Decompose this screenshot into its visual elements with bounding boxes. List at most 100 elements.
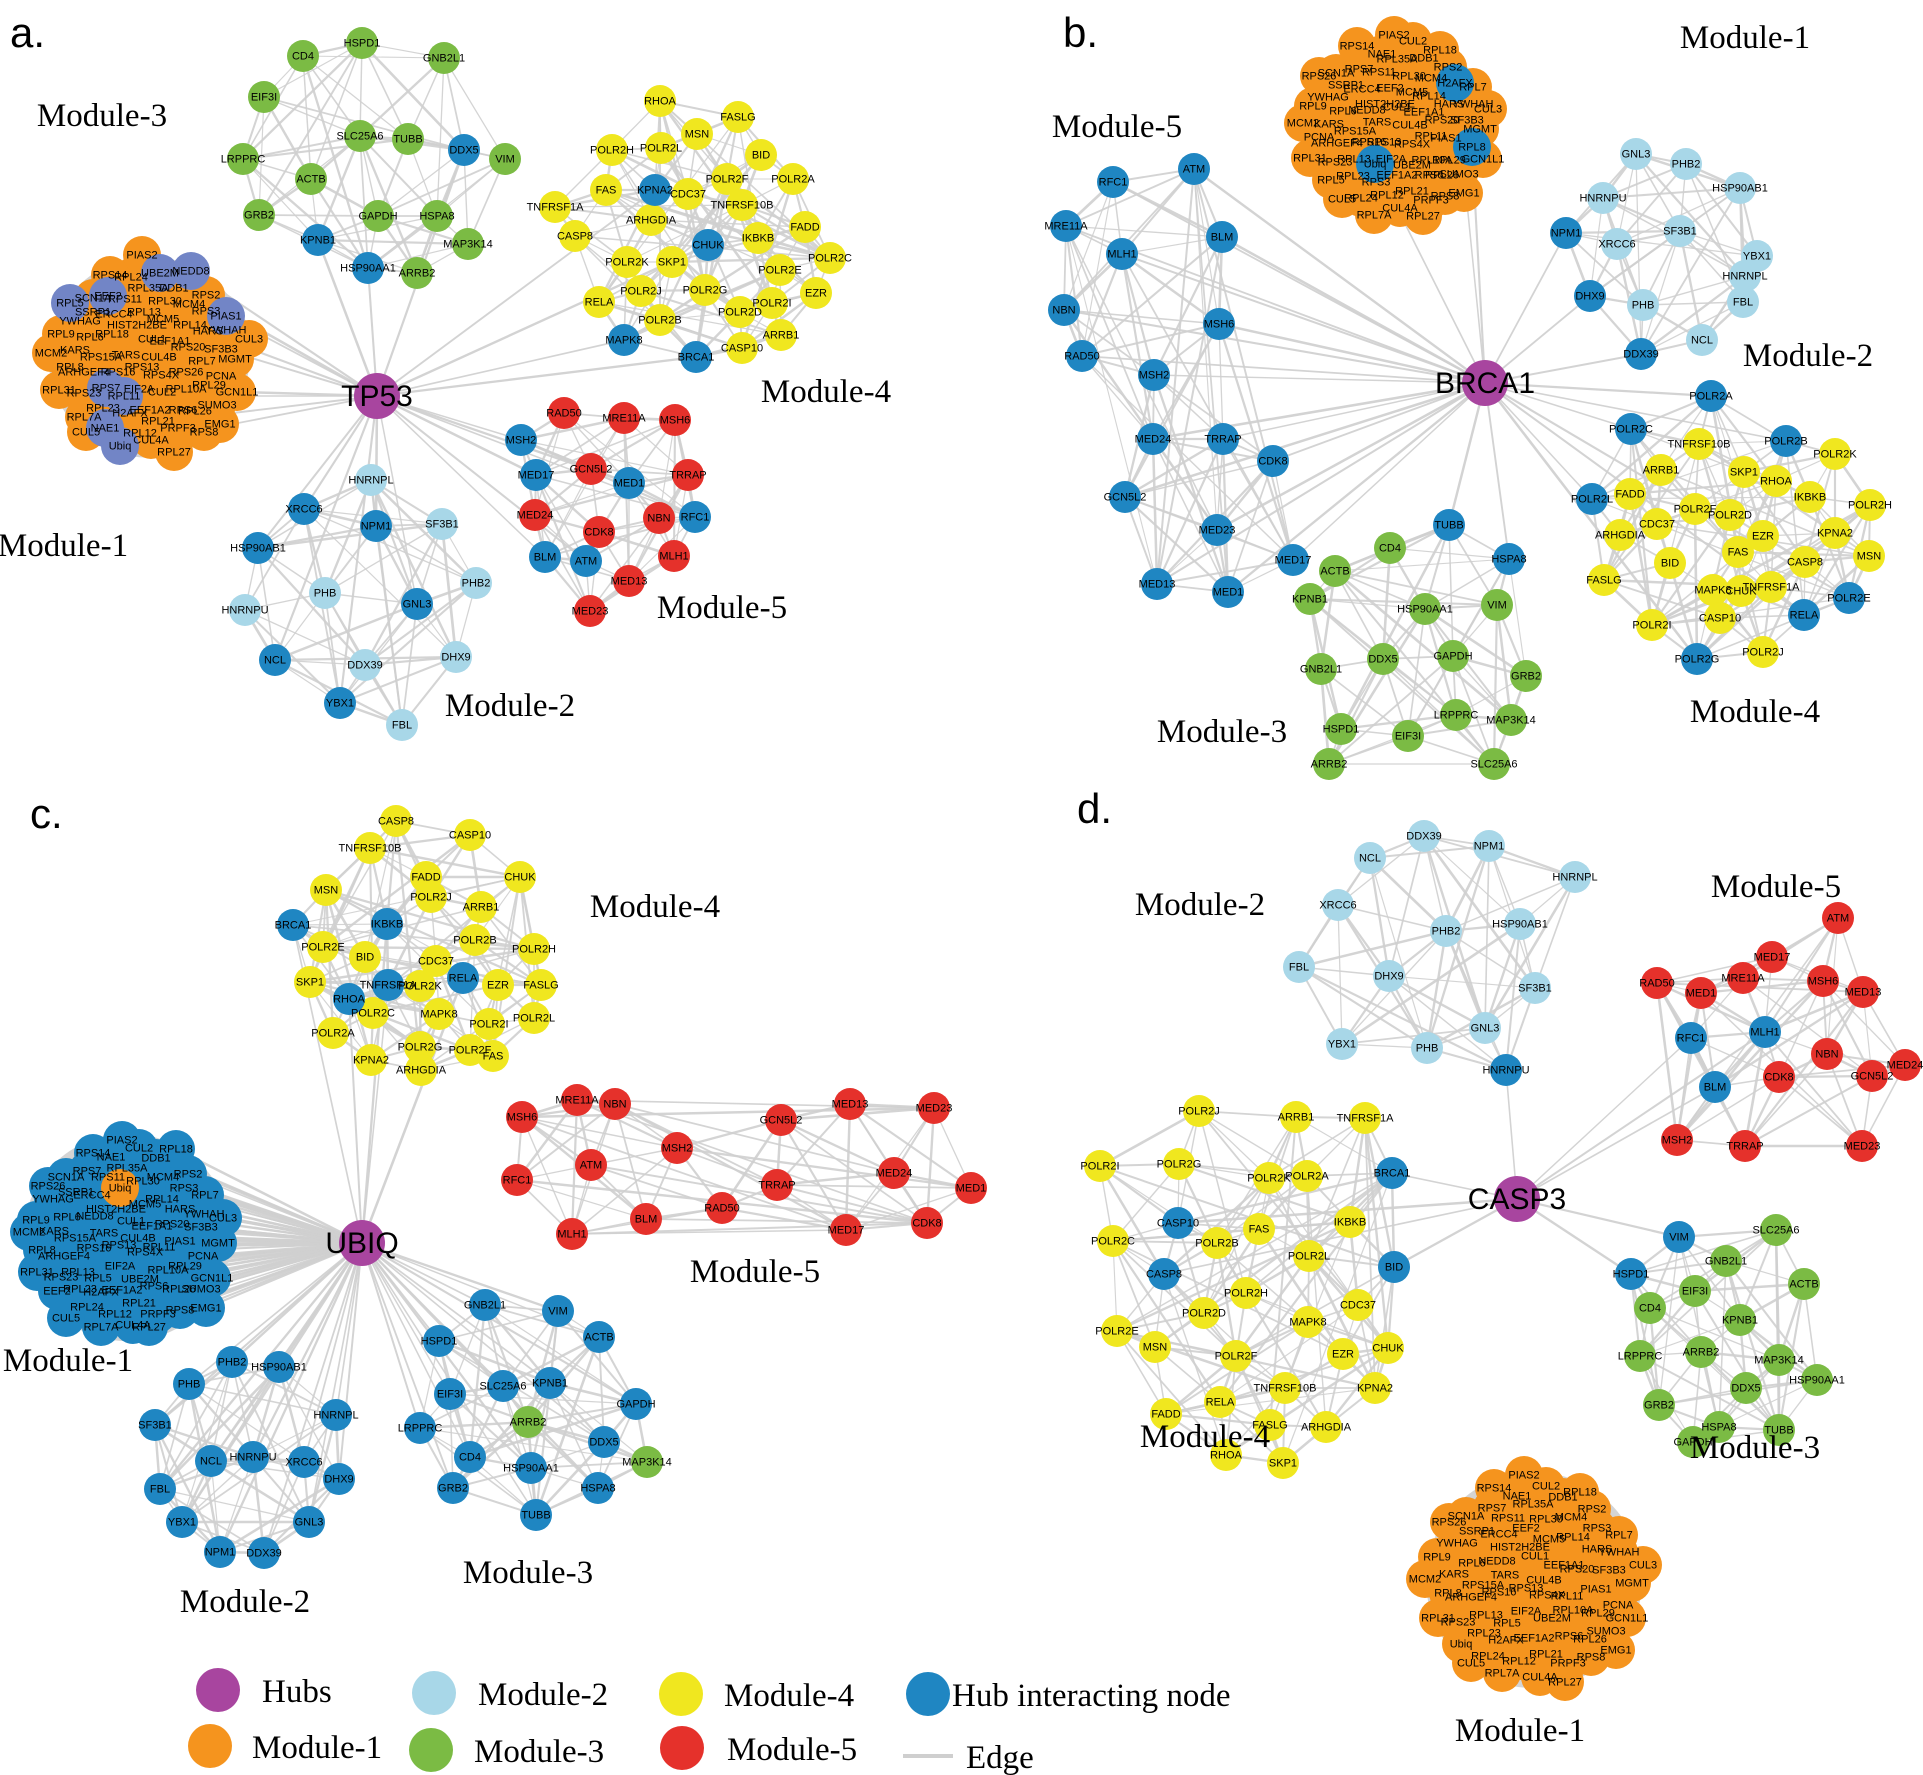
node-label-HNRNPU: HNRNPU <box>221 605 268 617</box>
node-label-POLR2E: POLR2E <box>758 265 801 277</box>
node-label-MED23: MED23 <box>916 1103 953 1115</box>
node-label-RPS6: RPS6 <box>169 405 198 417</box>
node-label-PHB: PHB <box>1416 1043 1439 1055</box>
node-label-YWHAH: YWHAH <box>1599 1547 1640 1559</box>
node-label-FAS: FAS <box>596 185 617 197</box>
node-label-RPL26: RPL26 <box>1573 1634 1607 1646</box>
node-label-YWHAG: YWHAG <box>59 316 101 328</box>
node-label-RPL12: RPL12 <box>1370 190 1404 202</box>
node-MED17 <box>520 459 552 491</box>
node-label-HIST2H2BE: HIST2H2BE <box>86 1204 146 1216</box>
node-label-RPL13: RPL13 <box>127 307 161 319</box>
node-HNRNPL <box>320 1399 352 1431</box>
node-label-MGMT: MGMT <box>1615 1578 1649 1590</box>
node-CUL5 <box>1452 1644 1490 1682</box>
legend-label-module-1: Module-1 <box>252 1730 382 1766</box>
node-LRPPRC <box>1624 1340 1656 1372</box>
node-label-RPL11: RPL11 <box>108 391 141 403</box>
node-label-YWHAG: YWHAG <box>32 1194 74 1206</box>
node-label-RPL9: RPL9 <box>22 1215 50 1227</box>
node-label-MRE11A: MRE11A <box>555 1095 599 1107</box>
node-YBX1 <box>166 1506 198 1538</box>
node-NPM1 <box>1550 217 1582 249</box>
node-FASLG <box>525 969 557 1001</box>
node-label-POLR2K: POLR2K <box>1813 449 1857 461</box>
cluster-CASP3-Module-5: ATM MED17 RAD50 MED1 MRE11A MSH6 MED13 RFC1 MLH1… <box>1639 902 1923 1162</box>
node-label-RPL14: RPL14 <box>173 320 207 332</box>
node-label-MCM2: MCM2 <box>1287 118 1319 130</box>
node-POLR2C <box>1097 1225 1129 1257</box>
node-label-RPL26: RPL26 <box>178 406 212 418</box>
node-label-SLC25A6: SLC25A6 <box>479 1381 526 1393</box>
node-POLR2B <box>1770 425 1802 457</box>
node-label-MED17: MED17 <box>828 1225 865 1237</box>
node-MCM2 <box>10 1213 48 1251</box>
node-label-RPL35A: RPL35A <box>1513 1499 1555 1511</box>
node-POLR2H <box>1230 1277 1262 1309</box>
node-label-POLR2C: POLR2C <box>1091 1236 1135 1248</box>
node-ARRB2 <box>512 1406 544 1438</box>
node-MED23 <box>918 1092 950 1124</box>
node-RELA <box>447 962 479 994</box>
node-label-GCN1L1: GCN1L1 <box>191 1273 234 1285</box>
node-label-PCNA: PCNA <box>1304 132 1335 144</box>
node-LRPPRC <box>227 143 259 175</box>
node-label-RPL7: RPL7 <box>188 356 216 368</box>
node-label-POLR2L: POLR2L <box>513 1013 555 1025</box>
node-label-MGMT: MGMT <box>218 354 252 366</box>
node-label-TARS: TARS <box>1363 117 1392 129</box>
node-label-MED13: MED13 <box>832 1099 869 1111</box>
node-label-EEF1A1: EEF1A1 <box>1404 107 1445 119</box>
node-label-FADD: FADD <box>411 872 440 884</box>
node-label-RPL8: RPL8 <box>1434 1588 1462 1600</box>
node-label-RPS26: RPS26 <box>169 367 204 379</box>
node-label-POLR2D: POLR2D <box>1182 1308 1226 1320</box>
hub-node-UBIQ <box>339 1220 385 1266</box>
node-label-EEF1A1: EEF1A1 <box>150 336 191 348</box>
legend-label-hub-interacting-node: Hub interacting node <box>952 1678 1231 1714</box>
node-label-GNL3: GNL3 <box>403 599 432 611</box>
node-RELA <box>1204 1386 1236 1418</box>
node-label-KARS: KARS <box>1314 119 1344 131</box>
node-TUBB <box>1433 509 1465 541</box>
node-label-PHB2: PHB2 <box>218 1357 247 1369</box>
node-label-DDX5: DDX5 <box>1368 654 1397 666</box>
node-CHUK <box>1372 1332 1404 1364</box>
cluster-BRCA1-Module-4: POLR2A POLR2C TNFRSF10B POLR2B POLR2K ARRB1 SK… <box>1571 380 1892 675</box>
node-label-TRRAP: TRRAP <box>758 1180 795 1192</box>
node-TNFRSF10B <box>1269 1372 1301 1404</box>
node-label-POLR2A: POLR2A <box>311 1028 355 1040</box>
node-VIM <box>1663 1221 1695 1253</box>
node-PHB <box>173 1368 205 1400</box>
node-label-HSP90AB1: HSP90AB1 <box>1712 183 1768 195</box>
node-label-FBL: FBL <box>392 720 412 732</box>
node-label-IKBKB: IKBKB <box>371 919 403 931</box>
node-CHUK <box>1725 575 1757 607</box>
node-label-EIF2A: EIF2A <box>1511 1606 1542 1618</box>
node-label-RPS2: RPS2 <box>1578 1504 1607 1516</box>
node-RPL7A <box>1483 1654 1521 1692</box>
node-SKP1 <box>1267 1447 1299 1479</box>
node-label-RPS8: RPS8 <box>190 427 219 439</box>
legend-swatch-hub-interacting-node <box>906 1672 950 1716</box>
node-label-CASP8: CASP8 <box>1787 557 1823 569</box>
node-label-BRCA1: BRCA1 <box>275 920 312 932</box>
node-CDC37 <box>1641 508 1673 540</box>
node-BLM <box>1699 1071 1731 1103</box>
node-label-IKBKB: IKBKB <box>742 233 774 245</box>
node-KPNB1 <box>1294 583 1326 615</box>
node-label-ARHGDIA: ARHGDIA <box>1301 1422 1352 1434</box>
node-label-ARRB1: ARRB1 <box>1278 1112 1315 1124</box>
node-label-DDX39: DDX39 <box>1623 349 1658 361</box>
node-CDK8 <box>583 516 615 548</box>
node-label-RPL21: RPL21 <box>141 416 175 428</box>
legend-swatch-module-4 <box>659 1672 703 1716</box>
node-EMG1 <box>187 1289 225 1327</box>
node-FAS <box>1243 1213 1275 1245</box>
node-label-EEF2: EEF2 <box>1376 83 1404 95</box>
node-SF3B1 <box>139 1409 171 1441</box>
node-RHOA <box>333 983 365 1015</box>
node-label-SF3B3: SF3B3 <box>1592 1565 1626 1577</box>
node-label-TNFRSF1A: TNFRSF1A <box>1337 1113 1395 1125</box>
